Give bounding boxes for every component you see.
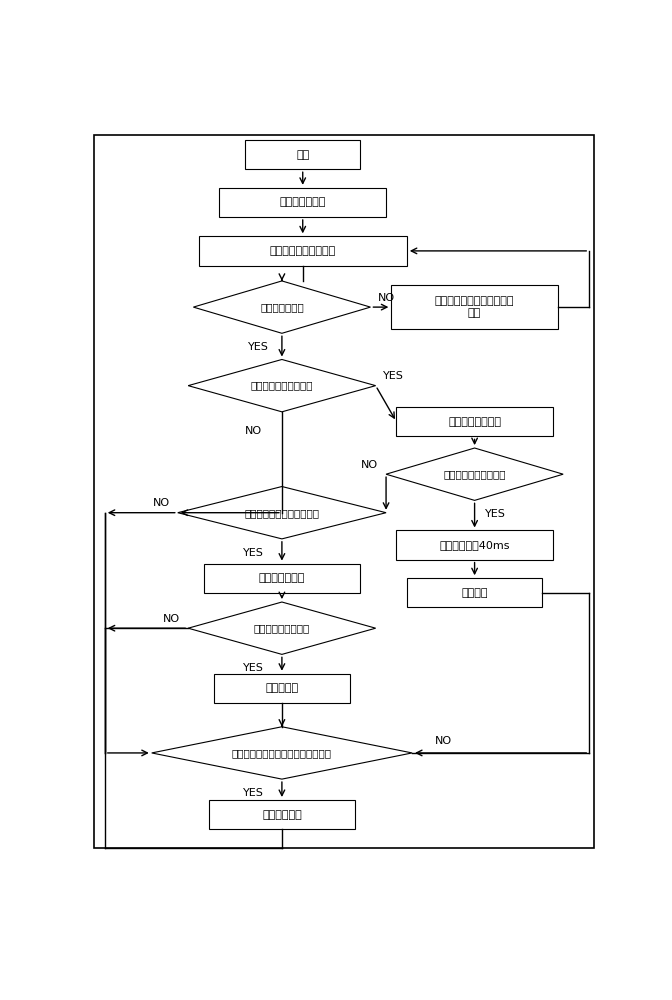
Text: 上升阵力大于防夹力？: 上升阵力大于防夹力？ <box>444 469 506 479</box>
Text: NO: NO <box>361 460 378 470</box>
Bar <box>396 407 552 436</box>
Polygon shape <box>386 448 563 500</box>
Text: 车窗防夹力区域初始化: 车窗防夹力区域初始化 <box>269 246 336 256</box>
Text: YES: YES <box>248 342 269 352</box>
Text: 车窗自动下降40ms: 车窗自动下降40ms <box>439 540 510 550</box>
Text: NO: NO <box>378 293 395 303</box>
Bar <box>219 188 386 217</box>
Text: YES: YES <box>384 371 405 381</box>
Text: YES: YES <box>243 663 263 673</box>
Bar <box>199 236 407 266</box>
Text: NO: NO <box>245 426 262 436</box>
Text: 车窗停止: 车窗停止 <box>462 588 488 598</box>
Text: 开始: 开始 <box>296 150 309 160</box>
Polygon shape <box>177 487 386 539</box>
Polygon shape <box>188 602 376 654</box>
Text: 车窗是否上升下降次数满足零位校正: 车窗是否上升下降次数满足零位校正 <box>232 748 332 758</box>
Text: 储存区域基准力: 储存区域基准力 <box>259 573 305 583</box>
Text: 手动上升、下降、自动下降
控制: 手动上升、下降、自动下降 控制 <box>435 296 514 318</box>
Text: 车窗基准力是否更新: 车窗基准力是否更新 <box>254 623 310 633</box>
Bar <box>214 674 349 703</box>
Text: 更新防夹力: 更新防夹力 <box>265 683 298 693</box>
Polygon shape <box>194 281 370 333</box>
Bar <box>209 800 355 829</box>
Text: NO: NO <box>153 498 170 508</box>
Text: NO: NO <box>163 614 180 624</box>
Bar <box>245 140 360 169</box>
Text: YES: YES <box>485 509 506 519</box>
Bar <box>204 564 360 593</box>
Bar <box>391 285 558 329</box>
Text: 车窗位置初始化: 车窗位置初始化 <box>280 197 326 207</box>
Text: 上升阵力高频跳跌: 上升阵力高频跳跌 <box>448 417 501 427</box>
Text: NO: NO <box>435 736 452 746</box>
Polygon shape <box>188 359 376 412</box>
Polygon shape <box>152 727 412 779</box>
Text: 是否为自动上升: 是否为自动上升 <box>260 302 304 312</box>
Bar <box>407 578 542 607</box>
Bar <box>396 530 552 560</box>
Text: 上升阵力是否满足基本阵力: 上升阵力是否满足基本阵力 <box>245 508 319 518</box>
Text: 判断上升阵力是否抖跌: 判断上升阵力是否抖跌 <box>251 381 313 391</box>
Text: 车窗零位校正: 车窗零位校正 <box>262 810 302 820</box>
Text: YES: YES <box>243 788 263 798</box>
Text: YES: YES <box>243 548 263 558</box>
